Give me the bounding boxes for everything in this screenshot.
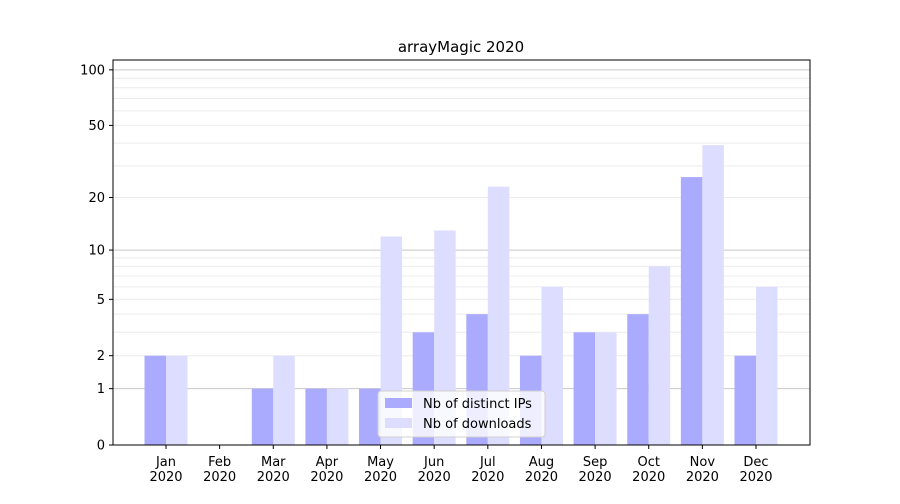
y-tick-label: 1 — [97, 382, 105, 397]
bar-downloads — [541, 286, 563, 445]
bar-ips — [680, 177, 703, 445]
bar-downloads — [702, 145, 724, 446]
bar-downloads — [756, 286, 778, 445]
bar-downloads — [595, 332, 617, 445]
x-tick-label: May 2020 — [364, 455, 397, 485]
chart-title: arrayMagic 2020 — [398, 38, 524, 56]
legend-label: Nb of distinct IPs — [423, 397, 532, 412]
x-tick-label: Jan 2020 — [149, 455, 182, 485]
bar-ips — [627, 314, 649, 445]
y-tick-label: 0 — [97, 439, 105, 454]
legend-swatch — [385, 418, 412, 428]
bar-ips — [359, 388, 381, 445]
bar-ips — [734, 355, 756, 445]
bar-downloads — [326, 388, 349, 445]
x-tick-label: Feb 2020 — [203, 455, 236, 485]
x-tick-label: Nov 2020 — [686, 455, 719, 485]
legend: Nb of distinct IPs Nb of downloads — [377, 390, 546, 438]
y-tick-label: 2 — [97, 349, 105, 364]
y-tick-label: 10 — [88, 244, 105, 259]
y-tick-label: 50 — [88, 119, 105, 134]
bar-downloads — [487, 186, 510, 446]
bar-downloads — [166, 355, 188, 445]
axes-frame — [112, 59, 811, 446]
legend-box — [377, 390, 546, 438]
bar-ips — [144, 355, 166, 445]
legend-label: Nb of downloads — [423, 417, 532, 432]
y-tick-label: 100 — [80, 63, 105, 78]
legend-swatch — [385, 398, 412, 408]
x-tick-label: Mar 2020 — [257, 455, 290, 485]
bar-downloads — [273, 355, 295, 445]
bar-ips — [573, 332, 596, 445]
x-tick-label: Sep 2020 — [579, 455, 612, 485]
x-tick-label: Jul 2020 — [471, 455, 504, 485]
x-tick-label: Apr 2020 — [310, 455, 343, 485]
bar-ips — [305, 388, 327, 445]
y-tick-label: 20 — [88, 191, 105, 206]
bar-downloads — [648, 266, 671, 445]
x-tick-label: Aug 2020 — [525, 455, 558, 485]
x-tick-label: Jun 2020 — [418, 455, 451, 485]
bar-ips — [251, 388, 274, 445]
y-tick-label: 5 — [97, 293, 105, 308]
x-tick-label: Dec 2020 — [739, 455, 772, 485]
x-tick-label: Oct 2020 — [632, 455, 665, 485]
